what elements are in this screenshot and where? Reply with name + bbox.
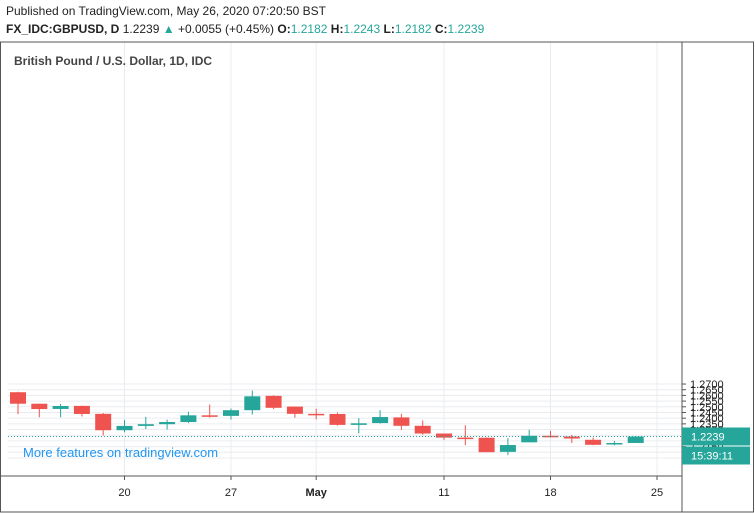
close-label: C: [434, 22, 448, 36]
candles-layer [10, 390, 644, 456]
open-label: O: [277, 22, 291, 36]
candle-body [414, 425, 431, 434]
candle[interactable] [31, 403, 48, 418]
candle[interactable] [52, 403, 69, 418]
candle-body [393, 417, 410, 426]
plot-border [0, 41, 754, 513]
candle[interactable] [10, 391, 26, 415]
candle-body [521, 435, 538, 443]
candle[interactable] [627, 436, 644, 443]
high-label: H: [330, 22, 344, 36]
price-tag: 1.2239 [682, 427, 750, 446]
candle-body [499, 445, 516, 452]
candle-body [180, 415, 197, 423]
timer-tag-text: 15:39:11 [691, 450, 733, 462]
timer-tag-box [682, 446, 750, 465]
candle[interactable] [308, 408, 325, 420]
low-value: 1.2182 [394, 22, 432, 36]
candle-body [627, 436, 644, 443]
candle[interactable] [585, 437, 602, 446]
price-change: +0.0055 (+0.45%) [177, 22, 275, 36]
candle-body [308, 413, 325, 416]
open-value: 1.2182 [290, 22, 328, 36]
candle[interactable] [201, 404, 218, 418]
x-tick-label: 27 [225, 487, 237, 499]
candle-body [350, 423, 367, 425]
x-tick-label: 11 [438, 487, 449, 499]
candle[interactable] [457, 425, 474, 446]
candle[interactable] [286, 406, 303, 418]
candle-body [372, 417, 389, 424]
candle[interactable] [223, 408, 239, 420]
candle[interactable] [350, 418, 367, 434]
symbol-name: FX_IDC:GBPUSD, D [6, 22, 120, 36]
chart-title: British Pound / U.S. Dollar, 1D, IDC [14, 54, 212, 68]
y-tick-label: 1.2650 [690, 385, 724, 397]
x-tick-label: 25 [651, 487, 663, 499]
candle-body [542, 435, 559, 438]
y-tick-label: 1.2700 [690, 379, 724, 391]
candle-body [159, 422, 176, 425]
close-value: 1.2239 [447, 22, 485, 36]
candle[interactable] [329, 412, 346, 426]
candle-body [223, 410, 239, 416]
y-tick-label: 1.2550 [690, 396, 724, 408]
last-price: 1.2239 [122, 22, 160, 36]
candle[interactable] [606, 440, 623, 446]
candle-body [73, 405, 90, 414]
candle-body [31, 403, 48, 410]
candle-body [10, 392, 26, 404]
chart-grid [8, 42, 682, 476]
candle[interactable] [95, 413, 112, 436]
candle-body [585, 439, 602, 445]
candle-body [329, 413, 346, 425]
candle-body [95, 413, 112, 431]
candle[interactable] [563, 435, 580, 443]
y-tick-label: 1.2450 [690, 407, 724, 419]
price-tag-text: 1.2239 [691, 431, 725, 443]
candle[interactable] [159, 419, 176, 430]
timer-tag: 15:39:11 [682, 446, 750, 465]
x-tick-label: May [305, 487, 327, 499]
y-tick-label: 1.2500 [690, 402, 724, 414]
candle-body [436, 433, 452, 438]
price-tag-box [682, 427, 750, 446]
change-arrow-icon: ▲ [162, 22, 175, 36]
candle[interactable] [244, 390, 261, 415]
y-tick-label: 1.2600 [690, 390, 724, 402]
x-tick-label: 18 [544, 487, 556, 499]
candle-body [286, 406, 303, 414]
candle[interactable] [137, 416, 154, 429]
high-value: 1.2243 [343, 22, 381, 36]
candle-body [137, 424, 154, 426]
candle-body [116, 425, 133, 431]
candle-body [606, 442, 623, 445]
candle[interactable] [116, 419, 133, 433]
candle-body [457, 437, 474, 440]
candle-body [201, 415, 218, 417]
low-label: L: [383, 22, 395, 36]
candle-body [244, 396, 261, 411]
tradingview-watermark[interactable]: More features on tradingview.com [23, 445, 218, 460]
candle[interactable] [73, 405, 90, 417]
symbol-info-line: FX_IDC:GBPUSD, D 1.2239 ▲ +0.0055 (+0.45… [6, 22, 484, 36]
candle[interactable] [499, 438, 516, 456]
candle[interactable] [478, 437, 495, 453]
candle[interactable] [372, 410, 389, 424]
candle-body [265, 395, 282, 408]
candle[interactable] [414, 420, 431, 435]
time-axis: 20 27 May 11 18 25 [0, 475, 682, 499]
candle-body [52, 405, 69, 409]
published-info: Published on TradingView.com, May 26, 20… [6, 4, 326, 18]
y-tick-label: 1.2400 [690, 413, 724, 425]
candle-body [563, 436, 580, 439]
candle[interactable] [180, 411, 197, 424]
candle[interactable] [542, 430, 559, 438]
candle[interactable] [265, 395, 282, 410]
x-tick-label: 20 [118, 487, 130, 499]
candle[interactable] [393, 413, 410, 430]
candle[interactable] [521, 429, 538, 443]
candle-body [478, 437, 495, 453]
